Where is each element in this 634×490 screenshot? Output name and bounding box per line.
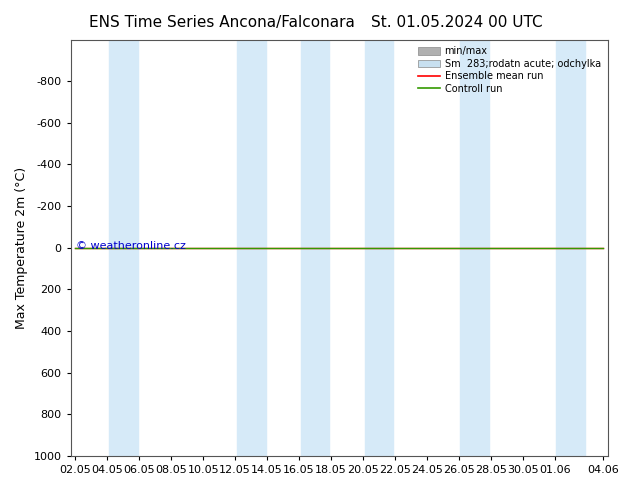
Bar [557,40,585,456]
Bar [236,40,266,456]
Bar [460,40,489,456]
Y-axis label: Max Temperature 2m (°C): Max Temperature 2m (°C) [15,167,28,329]
Bar [109,40,138,456]
Legend: min/max, Sm  283;rodatn acute; odchylka, Ensemble mean run, Controll run: min/max, Sm 283;rodatn acute; odchylka, … [417,45,603,96]
Text: © weatheronline.cz: © weatheronline.cz [76,241,186,251]
Text: St. 01.05.2024 00 UTC: St. 01.05.2024 00 UTC [371,15,542,30]
Bar [365,40,393,456]
Bar [301,40,330,456]
Text: ENS Time Series Ancona/Falconara: ENS Time Series Ancona/Falconara [89,15,355,30]
